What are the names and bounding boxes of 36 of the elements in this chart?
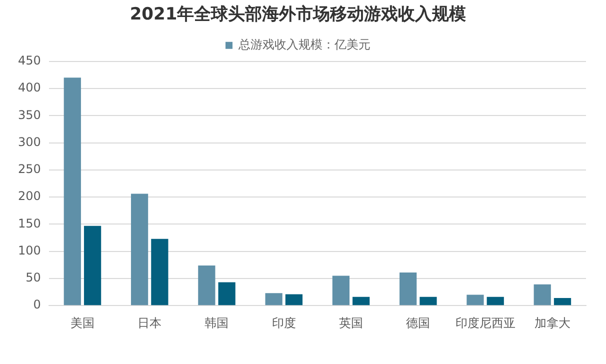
y-tick-label: 200 [18,189,41,204]
bar [218,282,236,306]
y-tick-label: 400 [18,80,41,95]
bar [352,296,370,306]
bar [285,294,303,306]
bar [332,276,350,306]
bar [151,238,168,306]
x-tick-label: 美国 [70,316,94,330]
legend-label: 总游戏收入规模：亿美元 [238,38,370,52]
chart-title: 2021年全球头部海外市场移动游戏收入规模 [130,4,466,25]
y-tick-label: 150 [18,216,41,230]
bar [130,194,148,306]
bar [265,293,282,306]
bar [554,298,572,306]
bar [400,272,417,306]
y-tick-label: 450 [18,54,41,68]
bar [486,296,504,306]
x-tick-label: 加拿大 [534,316,570,330]
y-tick-label: 50 [26,270,41,285]
y-tick-label: 300 [18,134,41,149]
x-tick-label: 韩国 [204,316,229,330]
y-tick-label: 100 [18,243,41,258]
y-tick-label: 250 [18,162,41,176]
y-tick-label: 0 [33,298,41,312]
bar [198,265,216,306]
x-tick-label: 印度尼西亚 [455,316,516,330]
x-tick-label: 英国 [339,316,364,330]
bar [84,226,102,306]
x-tick-label: 日本 [138,316,162,330]
x-tick-label: 印度 [272,316,296,330]
y-tick-label: 350 [18,108,41,122]
bar [420,296,437,306]
bar [64,78,81,306]
bar [466,294,484,306]
x-tick-label: 德国 [406,316,430,330]
bar [534,284,551,306]
